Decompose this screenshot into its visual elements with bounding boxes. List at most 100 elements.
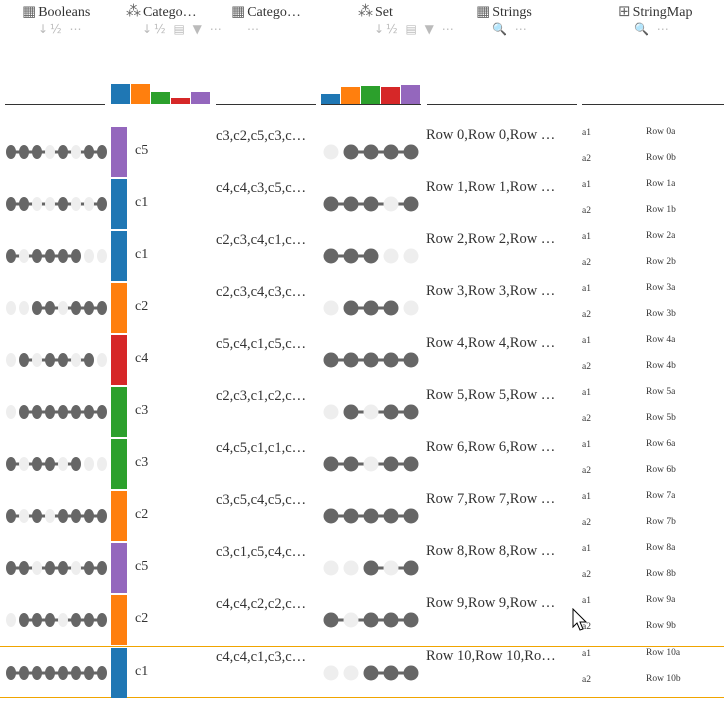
mouse-cursor-icon <box>572 608 588 631</box>
histogram-bar-c3[interactable] <box>151 92 170 104</box>
set-dot <box>323 612 339 628</box>
boolean-dot <box>97 561 107 575</box>
categories-text: c3,c5,c4,c5,c… <box>216 492 307 508</box>
stringmap-key: a2 <box>582 466 591 476</box>
boolean-dot <box>19 457 29 471</box>
set-dot <box>323 196 339 212</box>
set-dot <box>343 248 359 264</box>
boolean-dot <box>71 509 81 523</box>
table-row[interactable]: c5 c3,c1,c5,c4,c… Row 8,Row 8,Row … a1 Row 8… <box>0 542 724 594</box>
table-row[interactable]: c5 c3,c2,c5,c3,c… Row 0,Row 0,Row … a1 Row 0… <box>0 126 724 178</box>
column-header-2[interactable]: ▦ Catego… <box>231 2 301 21</box>
categories-text: c2,c3,c4,c3,c… <box>216 284 307 300</box>
set-dots <box>323 612 419 628</box>
histogram-bar-c2[interactable] <box>341 87 360 104</box>
column-tools[interactable]: 🔍 ⋯ <box>492 22 529 36</box>
category-icon: ⁂ <box>126 2 141 20</box>
boolean-dot <box>84 457 94 471</box>
table-row[interactable]: c3 c2,c3,c1,c2,c… Row 5,Row 5,Row … a1 Row 5… <box>0 386 724 438</box>
stringmap-value: Row 3a <box>646 283 676 293</box>
table-row[interactable]: c2 c2,c3,c4,c3,c… Row 3,Row 3,Row … a1 Row 3… <box>0 282 724 334</box>
column-header-0[interactable]: ▦ Booleans <box>22 2 90 21</box>
column-tools[interactable]: ↓½ ▤ ▼ ⋯ <box>374 22 456 36</box>
histogram-bar-c5[interactable] <box>401 85 420 104</box>
boolean-dot <box>45 301 55 315</box>
table-row[interactable]: c2 c4,c4,c2,c2,c… Row 9,Row 9,Row … a1 Row 9… <box>0 594 724 646</box>
stringmap-value: Row 7a <box>646 491 676 501</box>
boolean-dot <box>32 145 42 159</box>
category-label: c5 <box>135 143 149 158</box>
set-dot <box>383 560 399 576</box>
boolean-dot <box>84 353 94 367</box>
boolean-dot <box>58 666 68 680</box>
set-dots <box>323 404 419 420</box>
boolean-dot <box>84 197 94 211</box>
set-dot <box>363 144 379 160</box>
set-dot <box>343 300 359 316</box>
histogram-bar-c3[interactable] <box>361 86 380 104</box>
boolean-dot <box>71 405 81 419</box>
table-row[interactable]: c4 c5,c4,c1,c5,c… Row 4,Row 4,Row … a1 Row 4… <box>0 334 724 386</box>
boolean-dot <box>45 613 55 627</box>
boolean-dot <box>32 509 42 523</box>
histogram-bar-c4[interactable] <box>171 98 190 104</box>
table-row[interactable]: c2 c3,c5,c4,c5,c… Row 7,Row 7,Row … a1 Row 7… <box>0 490 724 542</box>
grid-icon: ▦ <box>231 2 246 20</box>
category-color-bar <box>111 648 127 698</box>
category-color-bar <box>111 387 127 437</box>
table-row[interactable]: c1 c4,c4,c3,c5,c… Row 1,Row 1,Row … a1 Row 1… <box>0 178 724 230</box>
column-header-3[interactable]: ⁂ Set <box>358 2 393 21</box>
category-color-bar <box>111 439 127 489</box>
boolean-dot <box>6 613 16 627</box>
column-tools[interactable]: 🔍 ⋯ <box>634 22 671 36</box>
strings-text: Row 5,Row 5,Row … <box>426 387 556 403</box>
strings-text: Row 1,Row 1,Row … <box>426 179 556 195</box>
category-label: c1 <box>135 247 149 262</box>
category-icon: ⁂ <box>358 2 373 20</box>
boolean-dot <box>97 145 107 159</box>
boolean-dot <box>97 197 107 211</box>
set-dot <box>323 560 339 576</box>
set-histogram[interactable] <box>321 82 421 104</box>
stringmap-value: Row 0b <box>646 153 676 163</box>
category-label: c3 <box>135 455 149 470</box>
boolean-dot <box>32 457 42 471</box>
set-dots <box>323 300 419 316</box>
table-row[interactable]: c1 c4,c4,c1,c3,c… Row 10,Row 10,Ro… a1 Row 1… <box>0 646 724 698</box>
set-dot <box>363 508 379 524</box>
column-baseline <box>216 104 316 105</box>
table-row[interactable]: c3 c4,c5,c1,c1,c… Row 6,Row 6,Row … a1 Row 6… <box>0 438 724 490</box>
stringmap-value: Row 1b <box>646 205 676 215</box>
boolean-dots <box>6 405 107 419</box>
category-label: c5 <box>135 559 149 574</box>
set-dot <box>363 560 379 576</box>
histogram-bar-c1[interactable] <box>321 94 340 104</box>
stringmap-key: a1 <box>582 180 591 190</box>
stringmap-key: a2 <box>582 675 591 685</box>
strings-text: Row 6,Row 6,Row … <box>426 439 556 455</box>
category-label: c2 <box>135 299 149 314</box>
histogram-bar-c4[interactable] <box>381 87 400 104</box>
set-dot <box>403 144 419 160</box>
column-title: StringMap <box>632 5 693 20</box>
column-header-1[interactable]: ⁂ Catego… <box>126 2 197 21</box>
column-tools[interactable]: ↓½ ⋯ <box>38 22 84 36</box>
categories-text: c2,c3,c4,c1,c… <box>216 232 307 248</box>
set-dots <box>323 560 419 576</box>
set-dot <box>403 665 419 681</box>
column-tools[interactable]: ⋯ <box>247 22 261 36</box>
column-tools[interactable]: ↓½ ▤ ▼ ⋯ <box>142 22 224 36</box>
histogram-bar-c5[interactable] <box>191 92 210 104</box>
histogram-bar-c1[interactable] <box>111 84 130 104</box>
boolean-dot <box>97 353 107 367</box>
boolean-dot <box>45 249 55 263</box>
category-histogram[interactable] <box>111 82 211 104</box>
categories-text: c5,c4,c1,c5,c… <box>216 336 307 352</box>
boolean-dot <box>84 249 94 263</box>
table-row[interactable]: c1 c2,c3,c4,c1,c… Row 2,Row 2,Row … a1 Row 2… <box>0 230 724 282</box>
set-dot <box>343 352 359 368</box>
column-header-4[interactable]: ▦ Strings <box>476 2 532 21</box>
histogram-bar-c2[interactable] <box>131 84 150 104</box>
stringmap-key: a1 <box>582 128 591 138</box>
column-header-5[interactable]: ⊞ StringMap <box>618 2 692 21</box>
